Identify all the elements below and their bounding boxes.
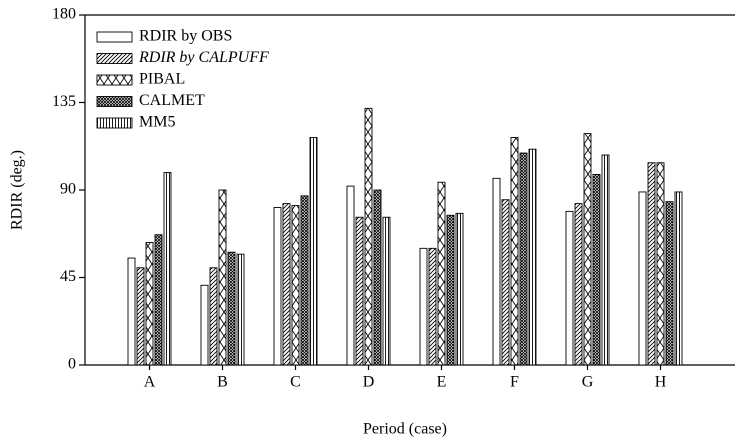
legend-label: RDIR by OBS [139, 28, 232, 45]
bar [291, 205, 300, 366]
bar [638, 191, 647, 366]
legend-label: CALMET [139, 92, 205, 109]
bar [382, 216, 391, 366]
bar [145, 242, 154, 366]
bar [519, 152, 528, 366]
bar [163, 172, 172, 366]
y-axis-label: RDIR (deg.) [9, 150, 26, 230]
bar [501, 199, 510, 366]
legend-swatch [96, 53, 133, 64]
legend-swatch [96, 74, 133, 86]
y-tick-label: 90 [60, 181, 76, 198]
legend-label: RDIR by CALPUFF [138, 49, 269, 66]
bar [364, 107, 373, 366]
y-tick-label: 0 [68, 356, 76, 373]
bar [601, 154, 610, 366]
bar [437, 181, 446, 366]
bar [236, 253, 245, 366]
bar [300, 195, 309, 366]
legend-label: MM5 [139, 114, 175, 131]
x-tick-label: H [655, 374, 667, 391]
bar [565, 210, 574, 366]
legend-swatch [96, 117, 133, 129]
x-tick-label: B [217, 374, 228, 391]
bar [154, 234, 163, 366]
bar [455, 212, 464, 366]
y-tick-label: 135 [52, 93, 76, 110]
y-tick-label: 45 [60, 268, 76, 285]
bar [665, 201, 674, 366]
bar [674, 191, 683, 366]
x-axis-label: Period (case) [363, 421, 447, 438]
x-tick-label: D [363, 374, 375, 391]
bar [528, 148, 537, 366]
bar [574, 203, 583, 366]
bar [428, 247, 437, 366]
bar [282, 203, 291, 366]
legend-swatch [96, 96, 133, 107]
x-tick-label: A [144, 374, 156, 391]
x-tick-label: C [290, 374, 301, 391]
legend-swatch [96, 31, 133, 43]
bar [647, 162, 656, 366]
x-tick-label: E [437, 374, 447, 391]
bar [656, 162, 665, 366]
bar [592, 173, 601, 366]
bar [510, 137, 519, 366]
bar [373, 189, 382, 366]
y-tick-label: 180 [52, 6, 76, 23]
bar [218, 189, 227, 366]
bar [200, 284, 209, 366]
bar [273, 207, 282, 366]
bar [446, 214, 455, 366]
bar [136, 267, 145, 366]
bar [227, 251, 236, 366]
legend-label: PIBAL [139, 71, 185, 88]
bar [209, 267, 218, 366]
bar [127, 257, 136, 366]
bar [355, 216, 364, 366]
x-tick-label: F [510, 374, 519, 391]
bar [309, 137, 318, 366]
bar [346, 185, 355, 366]
bar [492, 177, 501, 366]
x-tick-label: G [582, 374, 594, 391]
bar [419, 247, 428, 366]
bar [583, 133, 592, 366]
